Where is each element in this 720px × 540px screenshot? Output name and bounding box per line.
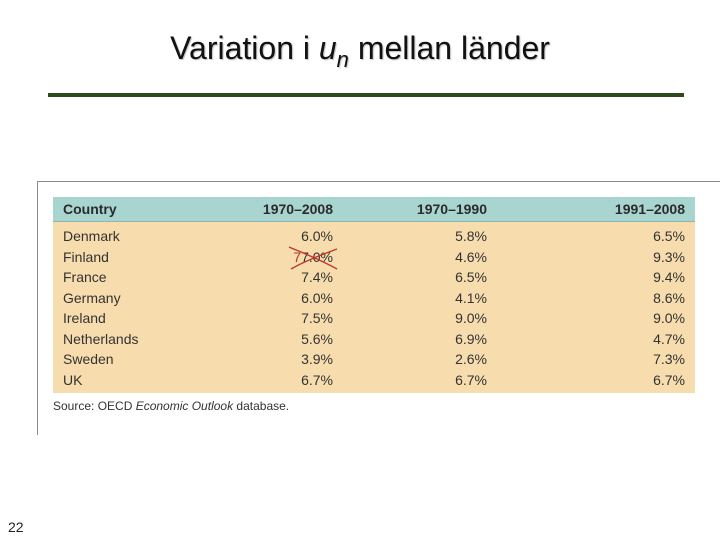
title-subscript: n	[336, 47, 349, 72]
value-cell: 4.1%	[455, 289, 487, 306]
value-cell: 9.4%	[653, 269, 685, 286]
slide-title: Variation i un mellan länder	[0, 30, 720, 73]
table-row: Denmark 6.0% 5.8% 6.5%	[53, 222, 695, 247]
correction-digit: 7	[293, 248, 302, 265]
header-country: Country	[53, 197, 233, 222]
value-cell: 6.9%	[455, 330, 487, 347]
value-cell: 9.0%	[455, 310, 487, 327]
country-cell: Ireland	[63, 310, 106, 327]
value-cell: 9.3%	[653, 248, 685, 265]
table-row: Sweden 3.9% 2.6% 7.3%	[53, 349, 695, 370]
corrected-value: 77.0%	[289, 246, 338, 270]
original-value: 7.0%	[301, 248, 333, 265]
figure-frame	[37, 181, 720, 435]
value-cell: 7.4%	[301, 269, 333, 286]
value-cell: 3.9%	[301, 351, 333, 368]
page-number: 22	[8, 519, 24, 535]
table-row: Germany 6.0% 4.1% 8.6%	[53, 288, 695, 309]
title-variable: u	[318, 30, 337, 66]
table-row: UK 6.7% 6.7% 6.7%	[53, 370, 695, 394]
value-cell: 6.7%	[653, 371, 685, 388]
value-cell: 6.7%	[455, 371, 487, 388]
value-cell: 8.6%	[653, 289, 685, 306]
source-publication: Economic Outlook	[135, 399, 234, 413]
unemployment-table: Country 1970–2008 1970–1990 1991–2008 De…	[53, 197, 695, 393]
value-cell: 7.5%	[301, 310, 333, 327]
value-cell-corrected: 77.0%	[233, 246, 387, 270]
title-text-end: mellan länder	[348, 30, 550, 66]
country-cell: France	[63, 269, 107, 286]
value-cell: 5.6%	[301, 330, 333, 347]
value-cell: 6.0%	[301, 228, 333, 245]
country-cell: Finland	[63, 248, 109, 265]
value-cell: 6.0%	[301, 289, 333, 306]
source-note: Source: OECD Economic Outlook database.	[53, 399, 289, 413]
value-cell: 6.7%	[301, 371, 333, 388]
table-row: France 7.4% 6.5% 9.4%	[53, 267, 695, 288]
header-1970-2008: 1970–2008	[233, 197, 387, 222]
table-header-row: Country 1970–2008 1970–1990 1991–2008	[53, 197, 695, 222]
value-cell: 6.5%	[455, 269, 487, 286]
value-cell: 6.5%	[653, 228, 685, 245]
country-cell: Denmark	[63, 228, 120, 245]
value-cell: 7.3%	[653, 351, 685, 368]
value-cell: 2.6%	[455, 351, 487, 368]
country-cell: Germany	[63, 289, 121, 306]
source-prefix: Source: OECD	[53, 399, 136, 413]
table-row: Finland 77.0% 4.6% 9.3%	[53, 246, 695, 270]
table-row: Ireland 7.5% 9.0% 9.0%	[53, 308, 695, 329]
country-cell: Sweden	[63, 351, 114, 368]
source-suffix: database.	[233, 399, 290, 413]
value-cell: 4.7%	[653, 330, 685, 347]
header-1970-1990: 1970–1990	[387, 197, 541, 222]
table-row: Netherlands 5.6% 6.9% 4.7%	[53, 329, 695, 350]
value-cell: 5.8%	[455, 228, 487, 245]
value-cell: 4.6%	[455, 248, 487, 265]
header-1991-2008: 1991–2008	[541, 197, 695, 222]
title-underline-rule	[48, 93, 684, 97]
title-text-start: Variation i	[170, 30, 319, 66]
value-cell: 9.0%	[653, 310, 685, 327]
country-cell: Netherlands	[63, 330, 139, 347]
country-cell: UK	[63, 371, 83, 388]
